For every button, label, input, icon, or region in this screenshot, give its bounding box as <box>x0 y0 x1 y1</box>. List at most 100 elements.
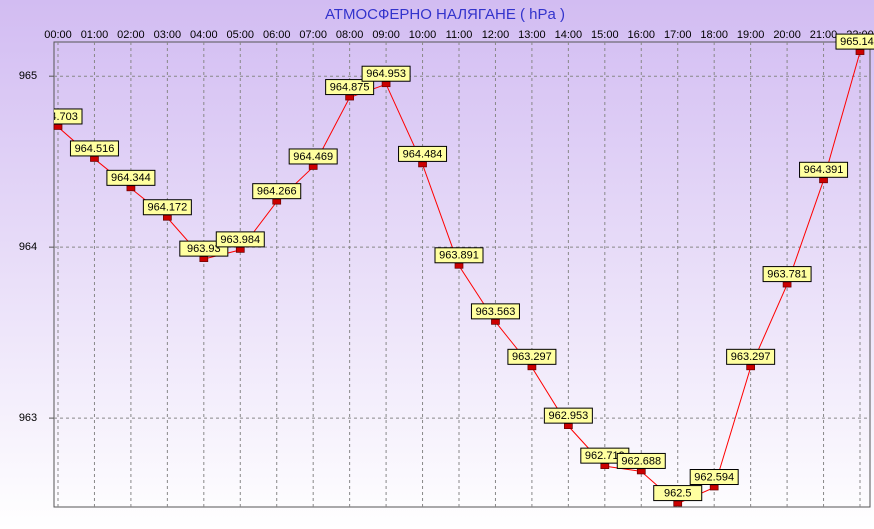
data-label-box <box>470 303 520 320</box>
point <box>272 198 282 205</box>
data-label-group: 964.484 <box>398 145 448 162</box>
data-label: 963.781 <box>767 268 807 280</box>
chart-title: АТМОСФЕРНО НАЛЯГАНЕ ( hPa ) <box>325 6 565 23</box>
data-label-box <box>543 407 593 424</box>
point <box>345 94 354 101</box>
y-tick-label: 965 <box>19 70 37 82</box>
data-label: 963.984 <box>220 234 260 246</box>
data-label-box <box>616 452 666 469</box>
point <box>782 281 792 288</box>
data-label-box <box>799 161 849 178</box>
data-label-group: 964.516 <box>69 140 119 157</box>
x-tick-label: 08:00 <box>336 29 364 41</box>
x-tick-label: 15:00 <box>591 29 619 41</box>
x-tick-label: 16:00 <box>628 29 656 41</box>
data-label-box <box>325 79 375 96</box>
data-label: 963.297 <box>731 351 771 363</box>
point <box>53 124 63 130</box>
data-label-group: 962.594 <box>689 469 739 486</box>
data-label: 964.266 <box>257 186 297 198</box>
x-tick-label: 06:00 <box>263 29 291 41</box>
data-label-group: 964.344 <box>106 169 156 186</box>
x-tick-label: 00:00 <box>44 29 72 41</box>
data-label-group: 964.703 <box>38 108 83 125</box>
point <box>491 319 500 325</box>
data-label-group: 962.953 <box>543 407 593 424</box>
data-label: 963.93 <box>187 243 221 255</box>
data-label: 962.688 <box>621 455 661 467</box>
data-label-group: 965.141 <box>835 33 874 50</box>
data-label: 964.172 <box>147 202 187 214</box>
x-tick-label: 07:00 <box>299 29 327 41</box>
point <box>454 262 464 269</box>
data-label-group: 963.781 <box>762 266 812 283</box>
point <box>600 463 610 469</box>
data-label-group: 964.469 <box>288 148 338 165</box>
data-label: 962.719 <box>585 450 625 462</box>
data-label-group: 963.563 <box>470 303 520 320</box>
point <box>163 214 172 221</box>
x-tick-label: 03:00 <box>154 29 182 41</box>
point <box>308 164 318 170</box>
data-label-group: 963.891 <box>434 247 484 264</box>
data-label: 963.297 <box>512 351 552 363</box>
data-label-box <box>69 140 119 157</box>
point <box>636 468 646 475</box>
x-tick-label: 05:00 <box>227 29 255 41</box>
data-label-box <box>653 485 703 502</box>
data-label: 964.484 <box>403 148 443 160</box>
data-label-group: 962.5 <box>653 485 703 502</box>
x-tick-label: 14:00 <box>555 29 583 41</box>
point <box>673 500 683 507</box>
data-label-group: 962.688 <box>616 452 666 469</box>
x-tick-label: 12:00 <box>482 29 510 41</box>
data-label-box <box>106 169 156 186</box>
data-label-box <box>434 247 484 264</box>
x-tick-label: 19:00 <box>737 29 765 41</box>
point <box>819 177 828 184</box>
point <box>126 185 136 192</box>
x-tick-label: 11:00 <box>446 29 473 41</box>
data-label-group: 963.984 <box>215 231 265 248</box>
data-label-group: 964.953 <box>361 65 411 82</box>
data-label: 964.391 <box>804 164 844 176</box>
data-label: 962.953 <box>548 410 588 422</box>
x-tick-label: 01:00 <box>81 29 109 41</box>
x-tick-label: 18:00 <box>700 29 728 41</box>
data-label: 964.953 <box>366 68 406 80</box>
x-tick-label: 20:00 <box>773 29 801 41</box>
point <box>90 156 99 162</box>
data-label: 964.516 <box>75 143 115 155</box>
point <box>527 364 537 371</box>
data-label: 964.875 <box>330 81 370 93</box>
y-tick-label: 964 <box>19 241 37 253</box>
point <box>746 364 755 371</box>
data-label-box <box>288 148 338 165</box>
point <box>235 247 245 253</box>
point <box>709 484 719 491</box>
x-tick-label: 10:00 <box>409 29 437 41</box>
data-label-box <box>361 65 411 82</box>
data-label: 964.469 <box>293 151 333 163</box>
data-label: 962.5 <box>664 487 692 499</box>
x-tick-label: 09:00 <box>372 29 400 41</box>
plot-area <box>53 41 871 508</box>
point <box>418 161 427 168</box>
point <box>564 423 573 429</box>
data-label: 964.703 <box>38 111 78 123</box>
x-tick-label: 04:00 <box>190 29 218 41</box>
x-tick-label: 02:00 <box>117 29 145 41</box>
data-label-group: 962.719 <box>580 447 630 464</box>
x-tick-label: 17:00 <box>664 29 692 41</box>
data-label-box <box>215 231 265 248</box>
data-label-box <box>507 348 557 365</box>
data-label: 963.891 <box>439 250 479 262</box>
point <box>855 49 865 55</box>
data-label: 965.141 <box>840 36 874 48</box>
data-label-group: 964.266 <box>252 183 302 200</box>
data-label: 962.594 <box>694 471 734 483</box>
data-label-box <box>762 266 812 283</box>
data-label-box <box>398 145 448 162</box>
data-label-box <box>689 469 739 486</box>
